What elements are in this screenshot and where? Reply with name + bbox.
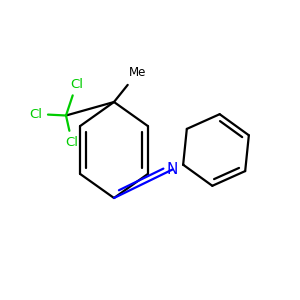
Text: Cl: Cl [65, 136, 79, 149]
Text: N: N [167, 162, 178, 177]
Text: Cl: Cl [70, 77, 83, 91]
Text: Me: Me [129, 65, 147, 79]
Text: Cl: Cl [29, 107, 43, 121]
